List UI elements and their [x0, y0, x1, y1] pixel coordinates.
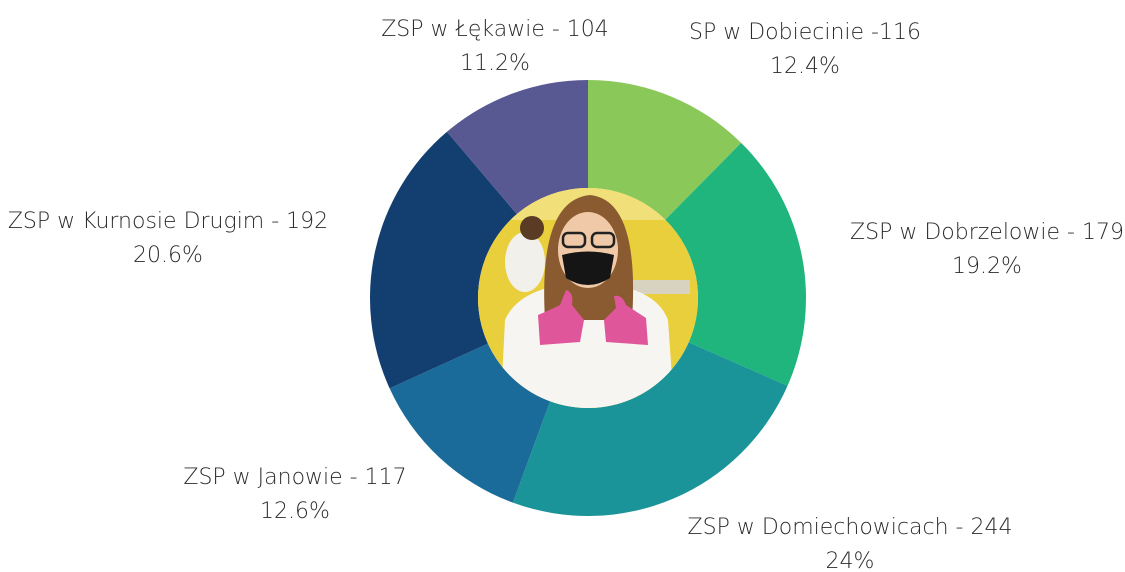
segment-value-label: 24%	[826, 549, 875, 572]
segment-value-label: 12.6%	[260, 499, 330, 524]
segment-label: ZSP w Janowie - 117	[183, 465, 406, 490]
chart: SP w Dobiecinie -116 12.4% ZSP w Dobrzelow…	[0, 0, 1125, 572]
segment-value-label: 12.4%	[770, 54, 840, 79]
segment-label: ZSP w Domiechowicach - 244	[688, 515, 1013, 540]
photo-person-back	[505, 232, 545, 292]
segment-label: ZSP w Dobrzelowie - 179	[850, 220, 1124, 245]
segment-value-label: 19.2%	[952, 254, 1022, 279]
photo-mask	[562, 252, 614, 286]
segment-label: ZSP w Łękawie - 104	[381, 17, 609, 42]
segment-label: SP w Dobiecinie -116	[689, 20, 921, 45]
segment-value-label: 20.6%	[133, 243, 203, 268]
segment-label: ZSP w Kurnosie Drugim - 192	[8, 209, 328, 234]
segment-value-label: 11.2%	[460, 51, 530, 76]
photo-person-back-head	[520, 216, 544, 240]
